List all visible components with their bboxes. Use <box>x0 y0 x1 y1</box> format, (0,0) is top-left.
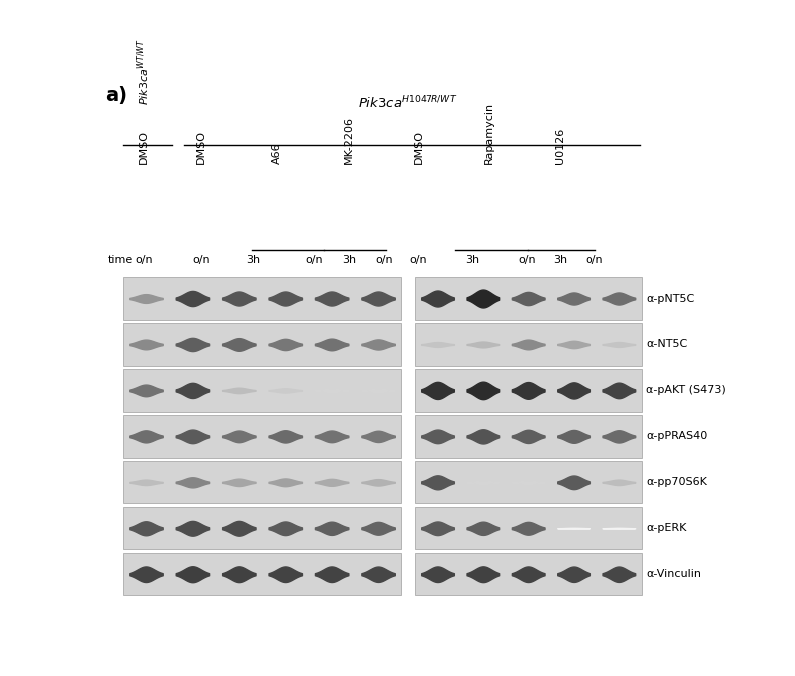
Text: o/n: o/n <box>135 255 153 265</box>
Text: 3h: 3h <box>466 255 480 265</box>
Text: o/n: o/n <box>409 255 428 265</box>
Bar <box>122 415 401 458</box>
Text: U0126: U0126 <box>555 128 565 164</box>
Text: a): a) <box>106 87 127 105</box>
Bar <box>415 507 642 550</box>
Text: o/n: o/n <box>192 255 210 265</box>
Text: $\it{Pik3ca}^{WT/WT}$: $\it{Pik3ca}^{WT/WT}$ <box>135 38 152 105</box>
Text: α-pERK: α-pERK <box>646 523 687 533</box>
Bar <box>122 277 401 320</box>
Bar <box>122 553 401 596</box>
Text: o/n: o/n <box>305 255 323 265</box>
Text: o/n: o/n <box>518 255 536 265</box>
Bar <box>122 461 401 504</box>
Text: MK-2206: MK-2206 <box>344 116 354 164</box>
Text: α-pPRAS40: α-pPRAS40 <box>646 431 708 441</box>
Bar <box>415 323 642 366</box>
Text: Rapamycin: Rapamycin <box>484 102 494 164</box>
Text: α-Vinculin: α-Vinculin <box>646 569 701 579</box>
Bar <box>122 507 401 550</box>
Bar <box>415 553 642 596</box>
Text: o/n: o/n <box>375 255 393 265</box>
Text: DMSO: DMSO <box>196 130 206 164</box>
Text: 3h: 3h <box>246 255 261 265</box>
Text: α-pNT5C: α-pNT5C <box>646 293 695 304</box>
Bar <box>415 369 642 412</box>
Bar <box>415 461 642 504</box>
Text: α-NT5C: α-NT5C <box>646 339 688 349</box>
Bar <box>122 369 401 412</box>
Text: DMSO: DMSO <box>139 130 149 164</box>
Bar <box>122 323 401 366</box>
Text: 3h: 3h <box>342 255 356 265</box>
Text: time: time <box>107 255 133 265</box>
Text: DMSO: DMSO <box>413 130 424 164</box>
Bar <box>415 415 642 458</box>
Text: $\it{Pik3ca}$$^{H1047R/WT}$: $\it{Pik3ca}$$^{H1047R/WT}$ <box>358 95 457 112</box>
Bar <box>415 277 642 320</box>
Text: o/n: o/n <box>585 255 603 265</box>
Text: 3h: 3h <box>553 255 568 265</box>
Text: α-pp70S6K: α-pp70S6K <box>646 477 708 487</box>
Text: α-pAKT (S473): α-pAKT (S473) <box>646 385 727 395</box>
Text: A66: A66 <box>272 143 281 164</box>
